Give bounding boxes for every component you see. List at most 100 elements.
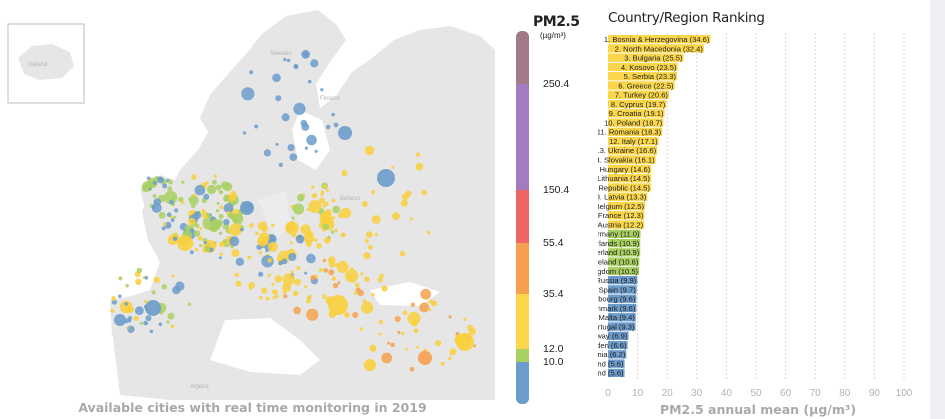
country-label: Sweden <box>270 51 292 57</box>
city-marker <box>228 193 237 202</box>
city-marker <box>329 261 336 268</box>
city-marker <box>293 306 301 315</box>
city-marker <box>142 185 148 192</box>
city-marker <box>297 193 305 202</box>
city-marker <box>215 209 220 213</box>
bar <box>608 313 636 322</box>
scale-band <box>516 190 529 243</box>
city-marker <box>292 203 305 215</box>
city-marker <box>355 282 360 288</box>
city-marker <box>364 359 376 371</box>
city-marker <box>164 221 172 229</box>
bar <box>608 53 684 62</box>
city-marker <box>173 215 177 219</box>
city-marker <box>158 322 163 327</box>
bar <box>608 109 665 118</box>
city-marker <box>267 241 278 252</box>
city-marker <box>322 223 329 230</box>
city-marker <box>199 244 202 247</box>
city-marker <box>404 347 408 351</box>
city-marker <box>418 351 432 365</box>
bar-label: 4. Kosovo (23.5) <box>621 63 677 72</box>
city-marker <box>289 153 298 162</box>
city-marker <box>157 176 164 184</box>
bar-label: 5. Serbia (23.3) <box>624 72 677 81</box>
city-marker <box>220 181 229 190</box>
city-marker <box>332 205 341 214</box>
city-marker <box>161 284 168 290</box>
city-marker <box>288 252 297 262</box>
city-marker <box>229 236 240 247</box>
city-marker <box>167 186 173 192</box>
city-marker <box>286 58 291 63</box>
city-marker <box>282 290 286 295</box>
city-marker <box>362 299 366 303</box>
x-tick-label: 40 <box>721 388 733 399</box>
city-marker <box>332 216 336 220</box>
europe-map[interactable]: Iceland Sweden Finland Belarus Algeria <box>0 0 505 400</box>
city-marker <box>226 211 230 215</box>
city-marker <box>275 294 279 299</box>
city-marker <box>204 245 211 252</box>
city-marker <box>124 302 128 306</box>
bar-label: 24. Switzerland (10.9) <box>598 248 640 257</box>
city-marker <box>254 124 259 129</box>
city-marker <box>249 223 254 228</box>
city-marker <box>473 344 477 348</box>
city-marker <box>364 276 370 283</box>
city-marker <box>287 144 295 152</box>
city-marker <box>139 321 143 325</box>
country-label: Belarus <box>340 196 360 202</box>
bar <box>608 266 640 276</box>
x-tick-label: 10 <box>632 388 644 399</box>
x-tick-label: 80 <box>839 388 851 399</box>
city-marker <box>322 184 327 189</box>
bar <box>608 146 658 155</box>
city-marker <box>421 189 427 196</box>
bar-label: 37. Finland (5.6) <box>598 369 624 378</box>
ranking-panel: Country/Region Ranking 1. Bosnia & Herze… <box>598 0 945 419</box>
city-marker <box>119 300 133 314</box>
city-marker <box>293 63 299 70</box>
city-marker <box>271 282 275 286</box>
city-marker <box>307 79 312 84</box>
city-marker <box>180 200 185 205</box>
city-marker <box>322 294 327 299</box>
scale-band <box>516 362 529 398</box>
bar <box>608 44 704 53</box>
city-marker <box>285 221 299 235</box>
x-tick-label: 100 <box>896 388 913 399</box>
city-marker <box>394 316 401 322</box>
city-marker <box>291 216 295 220</box>
city-marker <box>341 170 348 177</box>
city-marker <box>212 179 217 185</box>
city-marker <box>352 312 359 318</box>
city-marker <box>218 241 225 248</box>
city-marker <box>209 222 219 233</box>
city-marker <box>291 233 296 238</box>
city-marker <box>322 258 327 263</box>
city-marker <box>334 228 338 233</box>
city-marker <box>320 88 324 92</box>
city-marker <box>289 241 293 244</box>
city-marker <box>135 278 142 285</box>
city-marker <box>405 190 412 197</box>
city-marker <box>188 195 199 206</box>
city-marker <box>231 249 240 258</box>
scrollbar-track[interactable] <box>930 0 945 419</box>
city-marker <box>136 267 143 274</box>
city-marker <box>195 223 200 229</box>
city-marker <box>274 275 282 283</box>
city-marker <box>234 272 239 277</box>
city-marker <box>125 283 129 288</box>
city-marker <box>170 324 175 329</box>
scale-threshold-label: 35.4 <box>543 288 564 300</box>
city-marker <box>188 302 192 306</box>
city-marker <box>235 280 242 287</box>
city-marker <box>151 290 156 295</box>
bar-label: 13. Ukraine (16.6) <box>598 146 657 155</box>
city-marker <box>353 291 358 295</box>
city-marker <box>283 294 288 299</box>
city-marker <box>304 285 307 289</box>
city-marker <box>215 184 222 191</box>
